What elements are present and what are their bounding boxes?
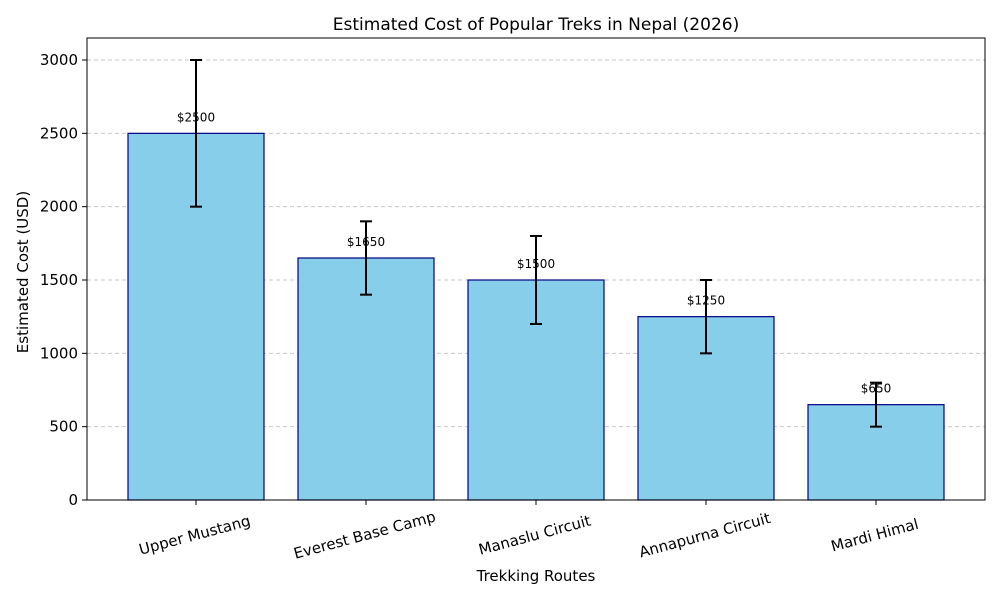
data-labels: $2500 $1650 $1500 $1250 $650 [177,110,891,395]
chart-title: Estimated Cost of Popular Treks in Nepal… [333,15,739,35]
x-tick-label: Upper Mustang [137,512,252,559]
data-label: $1650 [347,235,385,249]
data-label: $2500 [177,110,215,124]
x-tick-label: Everest Base Camp [292,508,438,563]
x-tick-label: Manaslu Circuit [477,512,593,559]
y-tick-label: 2500 [40,124,78,142]
error-bars [190,59,882,428]
x-tick-label: Annapurna Circuit [637,509,772,561]
y-tick-label: 2000 [40,198,78,216]
x-tick-label: Mardi Himal [829,515,921,556]
y-tick-label: 0 [68,491,78,509]
y-tick-label: 1500 [40,271,78,289]
bars [127,132,945,501]
y-tick-label: 1000 [40,344,78,362]
data-label: $1250 [687,294,725,308]
bar-everest-base-camp [297,257,435,501]
y-tick-label: 500 [49,418,78,436]
y-axis-label: Estimated Cost (USD) [14,191,32,353]
y-tick-label: 3000 [40,51,78,69]
plot-frame [86,37,986,501]
data-label: $650 [861,382,892,396]
x-axis-label: Trekking Routes [476,567,596,585]
data-label: $1500 [517,257,555,271]
